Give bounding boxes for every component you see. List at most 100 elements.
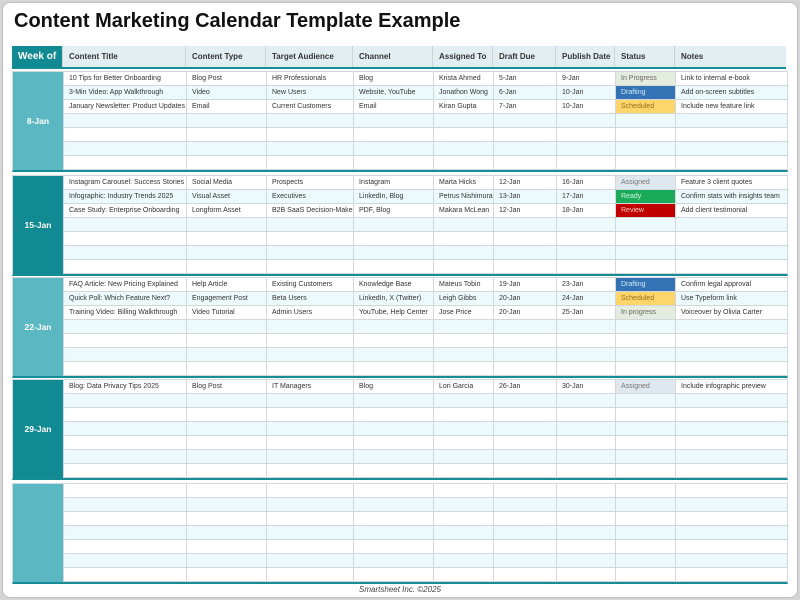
channel-cell[interactable]: Blog bbox=[353, 72, 433, 85]
content-title-cell[interactable] bbox=[63, 498, 186, 511]
channel-cell[interactable] bbox=[353, 232, 433, 245]
draft-due-cell[interactable] bbox=[493, 334, 556, 347]
target-audience-cell[interactable]: Executives bbox=[266, 190, 353, 203]
status-cell[interactable] bbox=[615, 568, 675, 581]
content-type-cell[interactable] bbox=[186, 450, 266, 463]
target-audience-cell[interactable] bbox=[266, 156, 353, 169]
channel-cell[interactable] bbox=[353, 246, 433, 259]
channel-cell[interactable] bbox=[353, 512, 433, 525]
assigned-to-cell[interactable] bbox=[433, 232, 493, 245]
notes-cell[interactable]: Use Typeform link bbox=[675, 292, 787, 305]
notes-cell[interactable] bbox=[675, 114, 787, 127]
content-title-cell[interactable] bbox=[63, 260, 186, 273]
status-cell[interactable] bbox=[615, 436, 675, 449]
channel-cell[interactable]: Blog bbox=[353, 380, 433, 393]
notes-cell[interactable] bbox=[675, 450, 787, 463]
notes-cell[interactable] bbox=[675, 512, 787, 525]
publish-date-cell[interactable] bbox=[556, 246, 615, 259]
draft-due-cell[interactable] bbox=[493, 320, 556, 333]
draft-due-cell[interactable]: 5-Jan bbox=[493, 72, 556, 85]
status-cell[interactable] bbox=[615, 128, 675, 141]
content-title-cell[interactable] bbox=[63, 394, 186, 407]
content-title-cell[interactable] bbox=[63, 156, 186, 169]
channel-cell[interactable] bbox=[353, 218, 433, 231]
notes-cell[interactable] bbox=[675, 526, 787, 539]
assigned-to-cell[interactable] bbox=[433, 246, 493, 259]
content-type-cell[interactable] bbox=[186, 232, 266, 245]
channel-cell[interactable] bbox=[353, 484, 433, 497]
publish-date-cell[interactable]: 10-Jan bbox=[556, 86, 615, 99]
notes-cell[interactable] bbox=[675, 484, 787, 497]
channel-cell[interactable] bbox=[353, 464, 433, 477]
content-title-cell[interactable]: FAQ Article: New Pricing Explained bbox=[63, 278, 186, 291]
assigned-to-cell[interactable] bbox=[433, 498, 493, 511]
channel-cell[interactable] bbox=[353, 362, 433, 375]
target-audience-cell[interactable] bbox=[266, 512, 353, 525]
target-audience-cell[interactable] bbox=[266, 246, 353, 259]
notes-cell[interactable] bbox=[675, 554, 787, 567]
publish-date-cell[interactable]: 9-Jan bbox=[556, 72, 615, 85]
content-type-cell[interactable] bbox=[186, 348, 266, 361]
notes-cell[interactable]: Include infographic preview bbox=[675, 380, 787, 393]
assigned-to-cell[interactable]: Leigh Gibbs bbox=[433, 292, 493, 305]
assigned-to-cell[interactable] bbox=[433, 348, 493, 361]
status-cell[interactable] bbox=[615, 484, 675, 497]
status-badge[interactable]: In progress bbox=[615, 306, 675, 319]
status-cell[interactable] bbox=[615, 512, 675, 525]
assigned-to-cell[interactable] bbox=[433, 554, 493, 567]
content-title-cell[interactable]: 3-Min Video: App Walkthrough bbox=[63, 86, 186, 99]
assigned-to-cell[interactable] bbox=[433, 408, 493, 421]
notes-cell[interactable]: Add on-screen subtitles bbox=[675, 86, 787, 99]
target-audience-cell[interactable]: New Users bbox=[266, 86, 353, 99]
content-title-cell[interactable]: Instagram Carousel: Success Stories bbox=[63, 176, 186, 189]
publish-date-cell[interactable] bbox=[556, 114, 615, 127]
content-type-cell[interactable]: Video bbox=[186, 86, 266, 99]
status-cell[interactable] bbox=[615, 348, 675, 361]
content-title-cell[interactable]: Case Study: Enterprise Onboarding bbox=[63, 204, 186, 217]
assigned-to-cell[interactable]: Makara McLean bbox=[433, 204, 493, 217]
publish-date-cell[interactable] bbox=[556, 450, 615, 463]
draft-due-cell[interactable] bbox=[493, 142, 556, 155]
publish-date-cell[interactable] bbox=[556, 498, 615, 511]
channel-cell[interactable]: Knowledge Base bbox=[353, 278, 433, 291]
content-type-cell[interactable] bbox=[186, 320, 266, 333]
assigned-to-cell[interactable] bbox=[433, 156, 493, 169]
publish-date-cell[interactable]: 30-Jan bbox=[556, 380, 615, 393]
status-cell[interactable] bbox=[615, 232, 675, 245]
notes-cell[interactable]: Link to internal e-book bbox=[675, 72, 787, 85]
status-cell[interactable] bbox=[615, 260, 675, 273]
channel-cell[interactable]: PDF, Blog bbox=[353, 204, 433, 217]
channel-cell[interactable] bbox=[353, 320, 433, 333]
content-title-cell[interactable] bbox=[63, 142, 186, 155]
draft-due-cell[interactable]: 20-Jan bbox=[493, 306, 556, 319]
status-badge[interactable]: Drafting bbox=[615, 86, 675, 99]
channel-cell[interactable]: YouTube, Help Center bbox=[353, 306, 433, 319]
content-title-cell[interactable]: Quick Poll: Which Feature Next? bbox=[63, 292, 186, 305]
target-audience-cell[interactable] bbox=[266, 114, 353, 127]
content-type-cell[interactable]: Social Media bbox=[186, 176, 266, 189]
target-audience-cell[interactable]: Prospects bbox=[266, 176, 353, 189]
content-title-cell[interactable] bbox=[63, 568, 186, 581]
publish-date-cell[interactable] bbox=[556, 128, 615, 141]
assigned-to-cell[interactable] bbox=[433, 422, 493, 435]
status-cell[interactable] bbox=[615, 540, 675, 553]
target-audience-cell[interactable]: B2B SaaS Decision-Makers bbox=[266, 204, 353, 217]
assigned-to-cell[interactable] bbox=[433, 464, 493, 477]
assigned-to-cell[interactable] bbox=[433, 128, 493, 141]
status-cell[interactable] bbox=[615, 246, 675, 259]
status-cell[interactable] bbox=[615, 218, 675, 231]
notes-cell[interactable]: Feature 3 client quotes bbox=[675, 176, 787, 189]
content-title-cell[interactable] bbox=[63, 348, 186, 361]
draft-due-cell[interactable]: 19-Jan bbox=[493, 278, 556, 291]
channel-cell[interactable] bbox=[353, 142, 433, 155]
status-badge[interactable]: Drafting bbox=[615, 278, 675, 291]
target-audience-cell[interactable] bbox=[266, 484, 353, 497]
content-type-cell[interactable] bbox=[186, 568, 266, 581]
status-cell[interactable] bbox=[615, 334, 675, 347]
assigned-to-cell[interactable] bbox=[433, 540, 493, 553]
content-type-cell[interactable] bbox=[186, 156, 266, 169]
draft-due-cell[interactable] bbox=[493, 348, 556, 361]
channel-cell[interactable] bbox=[353, 498, 433, 511]
content-title-cell[interactable] bbox=[63, 128, 186, 141]
content-type-cell[interactable] bbox=[186, 554, 266, 567]
